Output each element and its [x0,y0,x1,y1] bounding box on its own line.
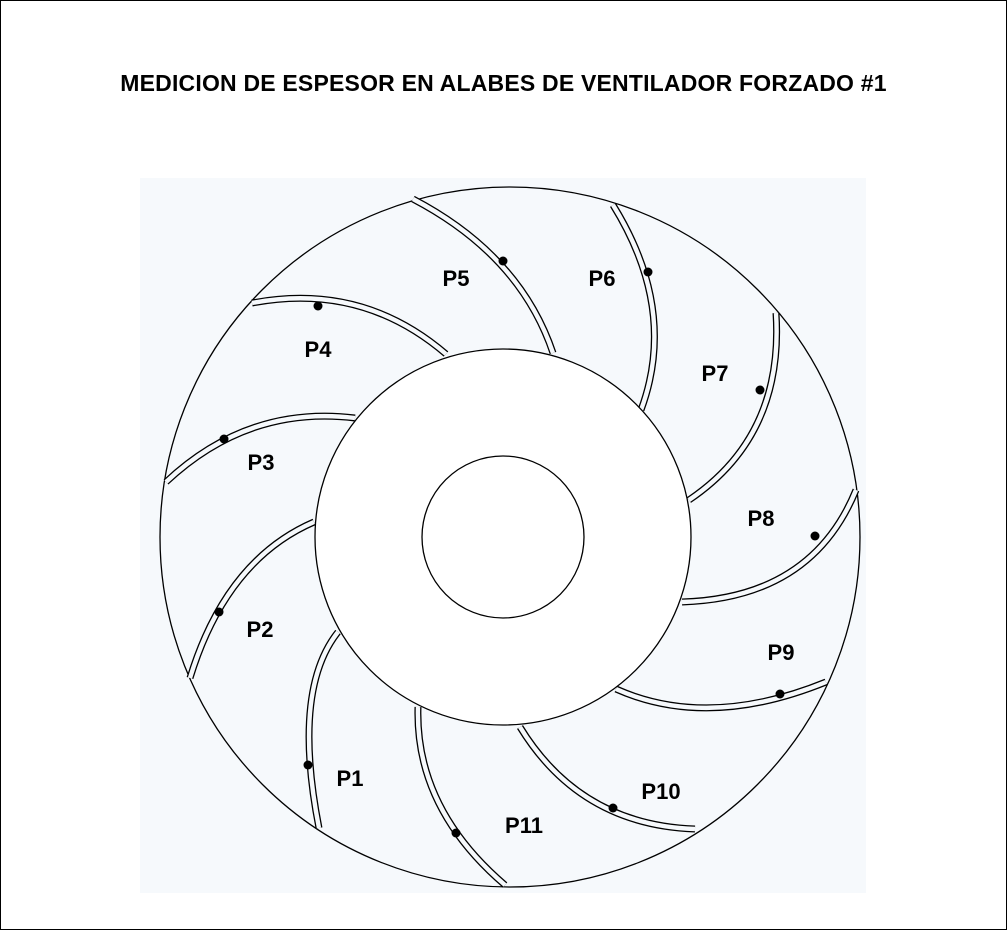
measurement-point-p7 [755,385,765,395]
measurement-point-p4 [313,301,323,311]
measurement-point-p5 [498,256,508,266]
blade-core [306,630,340,829]
point-label-p11: P11 [505,813,543,838]
point-label-p4: P4 [305,337,333,362]
blades-group [163,195,860,888]
measurement-point-p1 [303,760,313,770]
point-label-p8: P8 [748,506,775,531]
fan-shaft-bore [421,455,585,619]
figure-title: MEDICION DE ESPESOR EN ALABES DE VENTILA… [120,70,887,96]
point-label-p3: P3 [248,450,275,475]
blade-core [518,725,696,832]
blade-core [251,296,448,356]
measurement-point-p2 [214,607,224,617]
point-label-p2: P2 [247,617,274,642]
blade-core [415,706,507,887]
blade-core [411,197,556,354]
point-label-p5: P5 [443,266,470,291]
blade-core [187,519,315,679]
measurement-point-p9 [775,689,785,699]
point-label-p9: P9 [768,640,795,665]
point-label-p7: P7 [702,361,729,386]
measurement-point-p8 [810,531,820,541]
point-label-p6: P6 [589,266,616,291]
blade-core [687,312,779,502]
measurement-points-group [214,256,820,838]
point-label-p1: P1 [337,766,364,791]
blade-core [164,413,356,484]
measurement-point-p3 [219,434,229,444]
blade-core [615,679,827,711]
blade-core [681,489,859,605]
measurement-point-p11 [451,828,461,838]
point-label-p10: P10 [641,779,680,804]
measurement-point-p10 [608,803,618,813]
blade-core [611,203,657,411]
measurement-labels-group: P1 P2 P3 P4 P5 P6 P7 P8 P9 P10 P11 [247,266,795,838]
measurement-point-p6 [643,267,653,277]
